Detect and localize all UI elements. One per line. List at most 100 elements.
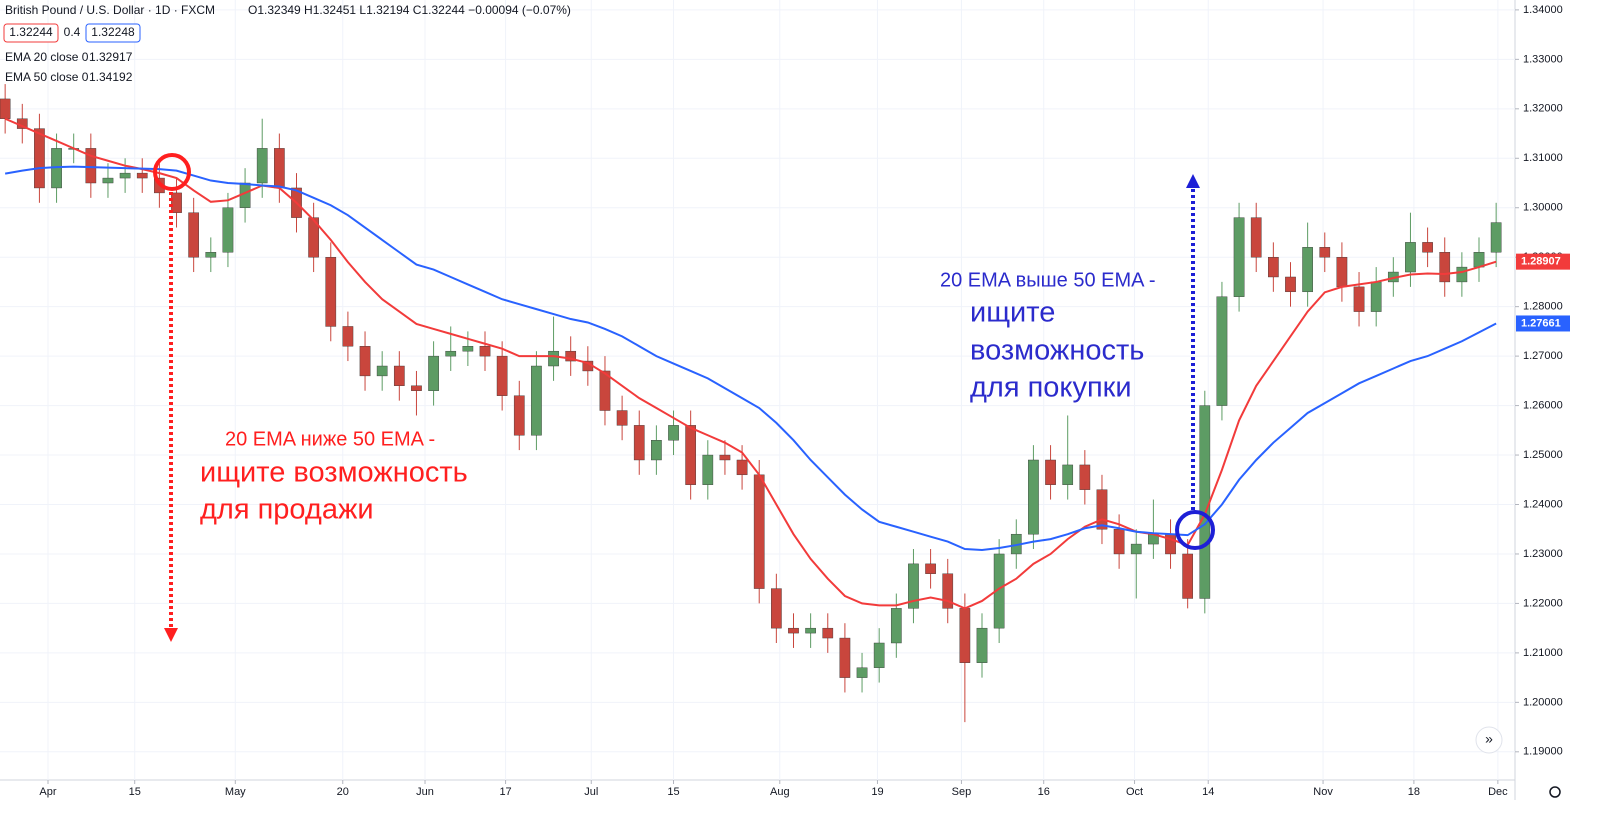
- x-tick-label: 18: [1408, 786, 1420, 798]
- candle-body: [376, 365, 388, 377]
- candle-body: [1062, 464, 1074, 485]
- candle-body: [188, 212, 200, 258]
- annotation: возможность: [970, 335, 1144, 367]
- candle-body: [1405, 242, 1416, 273]
- y-tick-label: 1.30000: [1523, 202, 1563, 214]
- candle-body: [1319, 247, 1331, 258]
- annotation: ищите возможность: [200, 457, 468, 489]
- candle-body: [119, 172, 131, 179]
- candle-body: [1268, 256, 1279, 278]
- candle-body: [462, 346, 474, 352]
- y-tick-label: 1.34000: [1523, 4, 1563, 16]
- sell-arrow-head: [164, 628, 178, 642]
- candle-body: [925, 563, 936, 574]
- y-tick-label: 1.28000: [1523, 301, 1563, 313]
- y-tick-label: 1.23000: [1523, 548, 1563, 560]
- x-tick-label: Dec: [1488, 786, 1508, 798]
- candle-body: [1353, 286, 1365, 312]
- bid: 1.32244: [9, 25, 53, 39]
- candle-body: [1250, 217, 1262, 258]
- candle-body: [102, 177, 114, 184]
- candle-body: [136, 172, 148, 179]
- candle-body: [890, 608, 902, 644]
- x-tick-label: Oct: [1126, 786, 1143, 798]
- y-tick-label: 1.25000: [1523, 449, 1563, 461]
- price-tag-label: 1.27661: [1521, 317, 1561, 329]
- candle-body: [256, 148, 268, 184]
- ema50-legend: EMA 50 close 0: [5, 70, 89, 84]
- candle-body: [445, 350, 457, 357]
- candle-body: [942, 573, 954, 609]
- x-tick-label: 15: [667, 786, 679, 798]
- y-tick-label: 1.26000: [1523, 399, 1563, 411]
- candle-body: [1370, 281, 1382, 312]
- candle-body: [531, 365, 542, 436]
- annotation: 20 EMA ниже 50 EMA -: [225, 428, 435, 450]
- price-tag: [1516, 315, 1570, 332]
- y-tick-label: 1.19000: [1523, 746, 1563, 758]
- scroll-icon[interactable]: »: [1485, 731, 1493, 747]
- x-tick-label: Jun: [416, 786, 434, 798]
- candle-body: [805, 627, 816, 634]
- candle-body: [702, 454, 714, 485]
- candle-body: [599, 370, 611, 411]
- candle-body: [651, 440, 662, 461]
- annotation: ищите: [970, 297, 1055, 329]
- x-tick-label: 19: [871, 786, 883, 798]
- bid-box: [3, 23, 59, 43]
- candle-body: [325, 256, 337, 327]
- candle-body: [1233, 217, 1245, 297]
- candle-body: [496, 355, 508, 396]
- y-tick-label: 1.32000: [1523, 103, 1563, 115]
- symbol-title: British Pound / U.S. Dollar · 1D · FXCM: [5, 3, 215, 17]
- candle-body: [1216, 296, 1228, 406]
- cross-circle: [1175, 510, 1215, 550]
- candle-body: [1422, 242, 1433, 253]
- ema-line: [4, 117, 1497, 610]
- candle-body: [908, 563, 919, 609]
- candle-body: [1199, 405, 1211, 599]
- x-tick-label: 17: [499, 786, 511, 798]
- candle-body: [274, 148, 285, 189]
- price-tag: [1516, 253, 1570, 270]
- y-tick-label: 1.24000: [1523, 498, 1563, 510]
- scroll-button[interactable]: [1475, 726, 1503, 754]
- candle-body: [1456, 266, 1468, 283]
- plot: [0, 84, 1502, 723]
- ema-line: [4, 165, 1497, 552]
- candle-body: [685, 425, 697, 485]
- candle-body: [1130, 543, 1142, 555]
- ema20-legend: EMA 20 close 0: [5, 50, 89, 64]
- candle-body: [788, 627, 799, 634]
- x-tick-label: 20: [337, 786, 349, 798]
- annotation: для продажи: [200, 494, 374, 526]
- candle-body: [993, 553, 1005, 629]
- candle-body: [873, 642, 885, 668]
- candle-body: [513, 395, 525, 436]
- candle-body: [393, 365, 405, 386]
- candle-body: [428, 355, 439, 391]
- ema50-legend-value: 1.34192: [89, 70, 133, 84]
- candle-body: [753, 474, 765, 589]
- x-tick-label: Nov: [1313, 786, 1333, 798]
- cross-circle: [153, 153, 191, 191]
- candle-body: [719, 454, 731, 461]
- settings-icon[interactable]: [1549, 786, 1561, 798]
- y-tick-label: 1.21000: [1523, 647, 1563, 659]
- candle-body: [1302, 247, 1313, 293]
- candle-body: [0, 98, 11, 119]
- candle-body: [548, 350, 559, 367]
- candle-body: [222, 207, 234, 253]
- x-tick-label: Aug: [770, 786, 790, 798]
- candle-body: [205, 252, 217, 258]
- x-tick-label: May: [225, 786, 246, 798]
- y-tick-label: 1.33000: [1523, 53, 1563, 65]
- candle-body: [616, 410, 628, 426]
- buy-arrow-head: [1186, 174, 1200, 188]
- price-tag-label: 1.28907: [1521, 256, 1561, 268]
- y-tick-label: 1.27000: [1523, 350, 1563, 362]
- candle-body: [565, 350, 577, 362]
- candle-body: [1182, 553, 1194, 599]
